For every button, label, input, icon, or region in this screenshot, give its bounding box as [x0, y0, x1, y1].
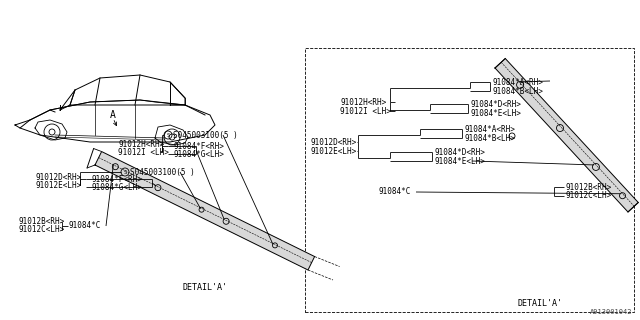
Text: 91012E<LH>: 91012E<LH> — [35, 180, 81, 189]
Text: DETAIL'A': DETAIL'A' — [182, 284, 227, 292]
Text: 91084*F<RH>: 91084*F<RH> — [91, 174, 142, 183]
Text: 91012E<LH>: 91012E<LH> — [310, 147, 356, 156]
Text: 91012I <LH>: 91012I <LH> — [340, 107, 391, 116]
Text: 91012H<RH>: 91012H<RH> — [118, 140, 164, 148]
Text: 91012B<RH>: 91012B<RH> — [18, 218, 64, 227]
Text: 91012D<RH>: 91012D<RH> — [35, 172, 81, 181]
Text: 91084*B<LH>: 91084*B<LH> — [492, 86, 543, 95]
Text: 91084*B<LH>: 91084*B<LH> — [464, 133, 515, 142]
Text: 91084*C: 91084*C — [68, 221, 100, 230]
Text: 91012D<RH>: 91012D<RH> — [310, 138, 356, 147]
Text: S: S — [124, 170, 127, 174]
Text: 91084*G<LH>: 91084*G<LH> — [173, 149, 224, 158]
Text: A913001042: A913001042 — [589, 309, 632, 315]
Text: A: A — [110, 110, 116, 120]
Text: 91012C<LH>: 91012C<LH> — [566, 191, 612, 201]
Polygon shape — [495, 59, 638, 212]
Text: 91084*D<RH>: 91084*D<RH> — [434, 148, 485, 156]
Text: 91084*C: 91084*C — [378, 188, 410, 196]
Text: 91012I <LH>: 91012I <LH> — [118, 148, 169, 156]
Text: S045003100(5 ): S045003100(5 ) — [173, 131, 237, 140]
Polygon shape — [95, 152, 315, 270]
Text: DETAIL'A': DETAIL'A' — [518, 299, 563, 308]
Text: 91084*E<LH>: 91084*E<LH> — [470, 108, 521, 117]
Text: 91084*E<LH>: 91084*E<LH> — [434, 156, 485, 165]
Text: 91012B<RH>: 91012B<RH> — [566, 182, 612, 191]
Text: 91084*F<RH>: 91084*F<RH> — [173, 141, 224, 150]
Text: S: S — [166, 132, 170, 138]
Text: 91012C<LH>: 91012C<LH> — [18, 226, 64, 235]
Text: 91084*A<RH>: 91084*A<RH> — [492, 77, 543, 86]
Text: S045003100(5 ): S045003100(5 ) — [130, 167, 195, 177]
Text: 91084*G<LH>: 91084*G<LH> — [91, 182, 142, 191]
Text: 91084*D<RH>: 91084*D<RH> — [470, 100, 521, 108]
Text: 91084*A<RH>: 91084*A<RH> — [464, 124, 515, 133]
Text: 91012H<RH>: 91012H<RH> — [340, 98, 387, 107]
